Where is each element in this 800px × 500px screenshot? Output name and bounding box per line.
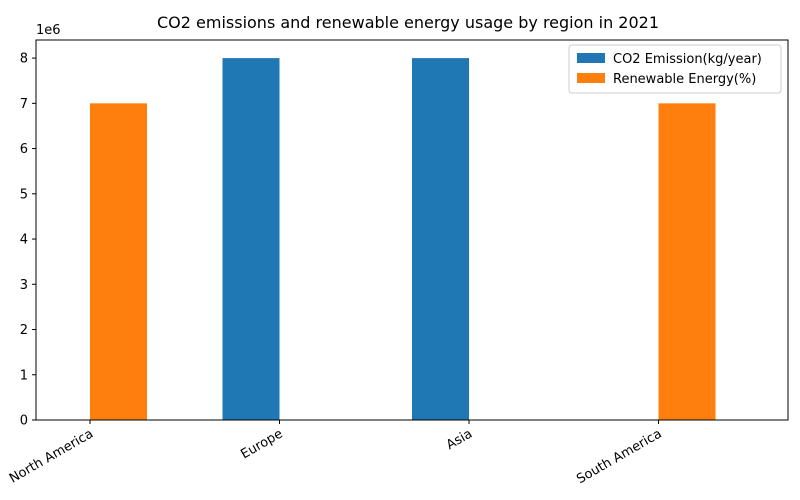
bar-co2-europe [222, 58, 280, 420]
y-tick-label: 4 [20, 233, 28, 248]
y-tick-label: 6 [20, 142, 28, 157]
x-axis: North America Europe Asia South America [7, 420, 665, 487]
bar-co2-asia [412, 58, 469, 420]
legend-label: CO2 Emission(kg/year) [613, 52, 762, 67]
y-tick-label: 8 [20, 52, 28, 67]
legend-swatch [577, 73, 605, 83]
y-axis: 0 1 2 3 4 5 6 7 8 [20, 52, 36, 429]
x-tick-label: Europe [238, 426, 285, 462]
bar-renewable-north-america [90, 103, 147, 420]
legend-swatch [577, 53, 605, 63]
x-tick-label: South America [574, 426, 664, 487]
chart-title: CO2 emissions and renewable energy usage… [157, 13, 659, 32]
y-tick-label: 1 [20, 368, 28, 383]
y-tick-label: 5 [20, 187, 28, 202]
legend-box [568, 44, 782, 94]
plot-frame [35, 39, 789, 421]
x-tick-label: Asia [444, 426, 475, 453]
legend: CO2 Emission(kg/year) Renewable Energy(%) [568, 44, 782, 94]
x-tick-label: North America [7, 426, 96, 486]
bars-group [90, 58, 716, 420]
y-tick-label: 7 [20, 97, 28, 112]
y-tick-label: 2 [20, 323, 28, 338]
legend-label: Renewable Energy(%) [613, 72, 756, 87]
bar-renewable-south-america [658, 103, 716, 420]
y-tick-label: 3 [20, 278, 28, 293]
y-tick-label: 0 [20, 414, 28, 429]
y-offset-label: 1e6 [36, 23, 61, 38]
